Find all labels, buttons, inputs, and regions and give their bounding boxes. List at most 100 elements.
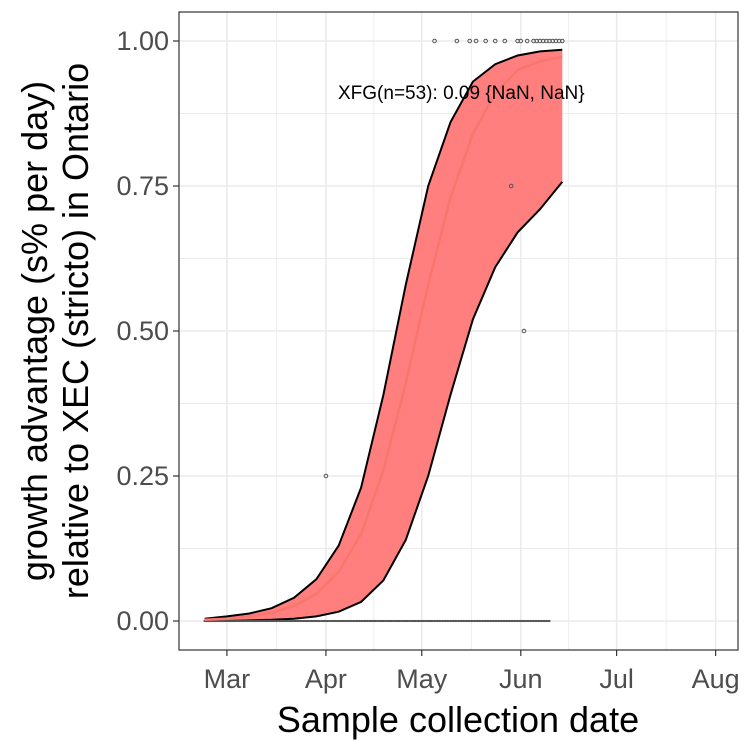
zero-observation-point [318,619,321,623]
zero-observation-point [511,619,514,623]
observation-points [323,38,565,479]
observation-point [492,38,498,44]
zero-observation-point [404,619,407,623]
zero-observation-point [414,619,417,623]
zero-observation-point [245,619,248,623]
lower-band-edge [204,181,564,622]
observation-point [483,38,488,44]
zero-observation-point [262,619,265,623]
observation-point [432,38,437,44]
y-axis: 0.00 0.25 0.50 0.75 1.00 [116,26,179,636]
zero-observation-point [302,619,305,623]
zero-observation-point [329,619,332,623]
zero-observation-point [243,619,246,623]
zero-observation-point [436,619,439,623]
zero-observation-point [478,619,481,623]
zero-observation-point [412,619,415,623]
y-tick-label: 1.00 [116,26,169,56]
zero-observation-point [238,619,241,623]
x-tick-label: Jul [599,664,634,694]
y-axis-title-line-1: growth advantage (s% per day) [14,81,55,581]
zero-observation-point [294,619,297,623]
zero-observation-point [449,619,452,623]
zero-observation-point [312,619,315,623]
x-axis: Mar Apr May Jun Jul Aug [204,650,740,694]
growth-advantage-annotation: XFG(n=53): 0.09 {NaN, NaN} [338,83,585,104]
zero-observation-point [548,619,551,623]
zero-observation-point [331,619,334,623]
zero-observation-point [543,619,546,623]
zero-observation-point [546,619,550,623]
zero-observation-point [286,619,289,623]
zero-observation-point [270,619,273,623]
zero-observation-point [281,619,284,623]
zero-observation-point [336,619,339,623]
zero-observation-point [240,619,243,623]
zero-observation-point [417,619,420,623]
zero-observation-point [227,619,230,623]
zero-observation-point [307,619,310,623]
zero-observation-point [368,619,371,623]
zero-observation-point [222,619,225,623]
zero-observation-point [495,619,498,623]
zero-observation-point [537,619,540,623]
zero-observation-point [519,619,522,623]
zero-observation-point [315,619,318,623]
zero-observation-point [487,619,490,623]
zero-observation-point [433,619,436,623]
zero-observation-points [203,619,551,623]
observation-point [508,183,514,189]
zero-observation-point [483,619,486,623]
zero-observation-point [527,619,530,623]
zero-observation-point [455,619,458,623]
zero-observation-point [431,619,434,623]
zero-observation-point [339,619,342,623]
zero-observation-point [259,619,262,623]
zero-observation-point [535,619,538,623]
zero-observation-point [508,619,511,623]
zero-observation-point [391,619,395,623]
zero-observation-point [468,619,471,623]
zero-observation-point [369,619,372,623]
zero-observation-point [379,619,382,623]
zero-observation-point [364,619,367,623]
zero-observation-point [299,619,302,623]
observation-point [454,38,460,44]
zero-observation-point [415,619,419,623]
zero-observation-point [254,619,257,623]
zero-observation-point [489,619,492,623]
zero-observation-point [221,619,224,623]
zero-observation-point [526,619,529,623]
zero-observation-point [387,619,390,623]
zero-observation-point [249,619,252,623]
observation-point [518,38,524,44]
y-tick-label: 0.75 [116,171,169,201]
zero-observation-point [273,619,276,623]
zero-observation-point [451,619,454,623]
x-tick-label: Mar [204,664,251,694]
zero-observation-point [237,619,240,623]
zero-observation-point [337,619,340,623]
zero-observation-point [430,619,433,623]
zero-observation-point [268,619,272,623]
zero-observation-point [518,619,521,623]
zero-observation-point [419,619,422,623]
zero-observation-point [229,619,232,623]
zero-observation-point [420,619,423,623]
zero-observation-point [289,619,292,623]
zero-observation-point [425,619,428,623]
zero-observation-point [500,619,503,623]
zero-observation-point [438,619,441,623]
observation-point [467,38,472,44]
zero-observation-point [542,619,545,623]
zero-observation-point [481,619,484,623]
fit-line-layer [204,55,563,622]
zero-observation-point [251,619,254,623]
zero-observation-point [235,619,238,623]
zero-observation-point [407,619,411,623]
fit-line [204,55,563,622]
zero-observation-point [320,619,323,623]
zero-observation-point [447,619,450,623]
x-axis-title: Sample collection date [277,699,639,740]
zero-observation-point [422,619,425,623]
